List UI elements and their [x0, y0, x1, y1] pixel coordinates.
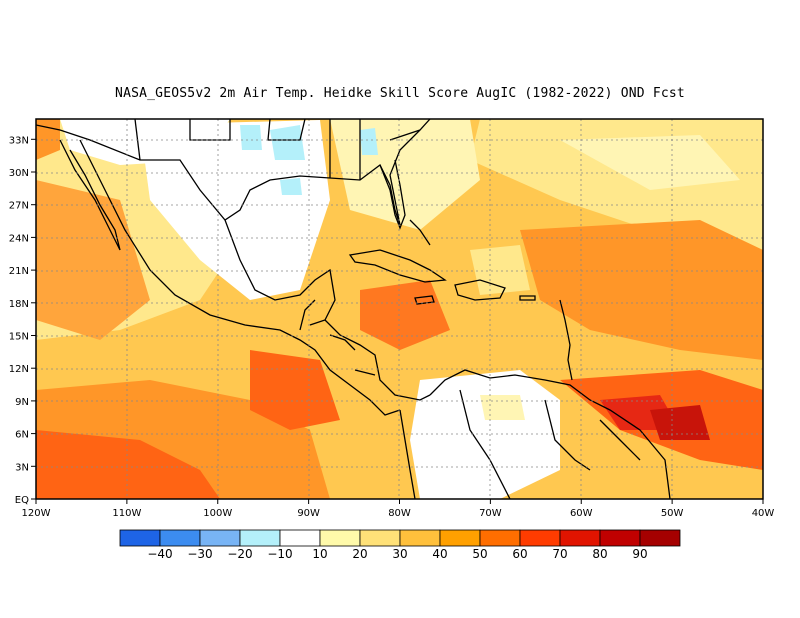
- lon-label: 110W: [112, 508, 141, 519]
- colorbar-labels: −40 −30 −20 −10 10 20 30 40 50 60 70 80 90: [147, 547, 647, 561]
- colorbar-swatch: [199, 529, 241, 547]
- lon-label: 80W: [388, 508, 411, 519]
- lat-label: 15N: [9, 332, 29, 343]
- colorbar-swatch: [639, 529, 681, 547]
- colorbar-label: 80: [592, 547, 607, 561]
- colorbar-label: 10: [312, 547, 327, 561]
- coastlines: [36, 119, 671, 499]
- colorbar-swatch: [559, 529, 601, 547]
- colorbar-label: −20: [227, 547, 252, 561]
- lon-label: 70W: [479, 508, 502, 519]
- colorbar-swatch: [399, 529, 441, 547]
- colorbar-swatch: [119, 529, 161, 547]
- colorbar-swatch: [599, 529, 641, 547]
- colorbar-swatch: [159, 529, 201, 547]
- colorbar-label: 60: [512, 547, 527, 561]
- colorbar-swatch: [359, 529, 401, 547]
- colorbar-label: 50: [472, 547, 487, 561]
- lat-label: EQ: [15, 495, 29, 506]
- colorbar-label: 40: [432, 547, 447, 561]
- lon-label: 100W: [203, 508, 232, 519]
- colorbar-swatch: [319, 529, 361, 547]
- colorbar-label: 70: [552, 547, 567, 561]
- lat-label: 27N: [9, 201, 29, 212]
- lon-label: 50W: [661, 508, 684, 519]
- colorbar-label: 20: [352, 547, 367, 561]
- lon-label: 60W: [570, 508, 593, 519]
- lat-label: 18N: [9, 299, 29, 310]
- colorbar-label: 30: [392, 547, 407, 561]
- skill-score-field: [36, 119, 763, 499]
- colorbar-swatch: [239, 529, 281, 547]
- colorbar-label: −30: [187, 547, 212, 561]
- colorbar-label: −10: [267, 547, 292, 561]
- latitude-labels: EQ 3N 6N 9N 12N 15N 18N 21N 24N 27N 30N 33N: [9, 135, 36, 506]
- lat-label: 3N: [15, 462, 29, 473]
- lat-label: 30N: [9, 168, 29, 179]
- colorbar-swatch: [439, 529, 481, 547]
- colorbar: [119, 529, 681, 547]
- colorbar-swatch: [519, 529, 561, 547]
- colorbar-label: −40: [147, 547, 172, 561]
- chart-title: NASA_GEOS5v2 2m Air Temp. Heidke Skill S…: [115, 86, 685, 101]
- longitude-labels: 120W 110W 100W 90W 80W 70W 60W 50W 40W: [22, 499, 775, 519]
- lon-label: 90W: [297, 508, 320, 519]
- lon-label: 120W: [22, 508, 51, 519]
- lon-label: 40W: [752, 508, 775, 519]
- lat-label: 12N: [9, 364, 29, 375]
- lat-label: 24N: [9, 233, 29, 244]
- gridlines: [36, 119, 763, 499]
- colorbar-label: 90: [632, 547, 647, 561]
- colorbar-swatch: [279, 529, 321, 547]
- lat-label: 21N: [9, 266, 29, 277]
- colorbar-swatch: [479, 529, 521, 547]
- lat-label: 33N: [9, 135, 29, 146]
- lat-label: 6N: [15, 430, 29, 441]
- lat-label: 9N: [15, 397, 29, 408]
